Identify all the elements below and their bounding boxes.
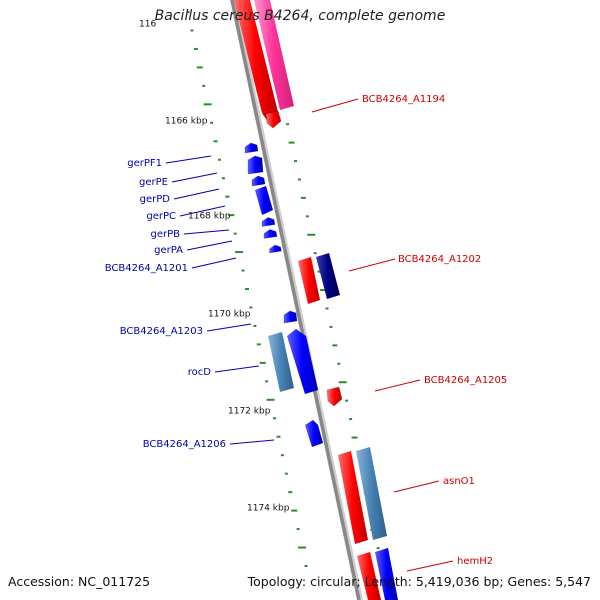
topology-text: Topology: circular; Length: 5,419,036 bp… <box>247 574 591 589</box>
gene-red-asno1 <box>338 451 368 544</box>
gene-red-a1202 <box>298 257 320 304</box>
gene-gerpd <box>251 175 266 187</box>
leader-line <box>165 155 212 164</box>
gene-gerpa <box>263 229 278 239</box>
gene-label: rocD <box>188 367 212 378</box>
gene-features <box>234 0 398 600</box>
leader-line <box>191 257 237 269</box>
gene-gerpe <box>247 155 264 175</box>
position-ticks: 1166 kbp 1168 kbp 1170 kbp 1172 kbp 1174 kbp… <box>139 20 290 514</box>
position-tick-label: 1166 kbp <box>165 117 208 127</box>
gene-bcb4264-a1201 <box>269 244 282 254</box>
genome-backbone <box>229 0 363 600</box>
gene-label: gerPA <box>154 245 183 256</box>
gene-asno1 <box>356 447 387 540</box>
gene-label: gerPB <box>150 229 180 240</box>
leader-line <box>229 439 275 445</box>
leader-line <box>406 560 454 572</box>
gene-label: BCB4264_A1202 <box>398 254 481 265</box>
gene-label: BCB4264_A1201 <box>105 263 188 274</box>
gene-gerpc <box>255 186 273 215</box>
gene-bcb4264-a1194 <box>234 0 277 113</box>
leader-line <box>393 480 440 493</box>
leader-line <box>173 188 220 200</box>
gene-label: gerPC <box>146 211 176 222</box>
gene-bcb4264-a1205 <box>326 386 343 407</box>
gene-label: BCB4264_A1206 <box>143 439 226 450</box>
gene-labels: gerPF1 gerPE gerPD gerPC gerPB gerPA BCB4264_A… <box>105 94 508 567</box>
position-tick-label: 1168 kbp <box>188 212 231 222</box>
leader-line <box>179 205 226 217</box>
accession-text: Accession: NC_011725 <box>8 574 151 589</box>
gene-label: hemH2 <box>457 556 493 567</box>
gene-hemh2 <box>357 552 381 600</box>
leader-line <box>311 98 359 113</box>
label-leaders <box>165 98 454 572</box>
position-tick-label: 1170 kbp <box>208 310 251 320</box>
gene-bcb4264-a1202 <box>316 253 340 299</box>
leader-line <box>186 240 233 251</box>
leader-line <box>374 379 421 392</box>
gene-red-small-arrow <box>265 110 282 129</box>
gene-label: gerPE <box>139 177 168 188</box>
gene-gerpf1 <box>244 142 259 154</box>
gene-blue-hemh2 <box>375 548 398 600</box>
gene-rocd <box>287 329 318 394</box>
position-tick-label: 116 <box>139 20 156 30</box>
leader-line <box>171 172 218 183</box>
position-tick-label: 1174 kbp <box>247 504 290 514</box>
gene-steel-rocd <box>268 332 294 392</box>
backbone-line <box>230 0 361 600</box>
gene-label: BCB4264_A1205 <box>424 375 507 386</box>
gene-gerpb <box>261 217 276 227</box>
leader-line <box>348 258 396 272</box>
gene-label: gerPD <box>140 194 171 205</box>
gene-pink-upper <box>254 0 294 110</box>
gene-label: BCB4264_A1203 <box>120 326 203 337</box>
genome-title: Bacillus cereus B4264, complete genome <box>154 8 446 24</box>
leader-line <box>183 229 230 235</box>
leader-line <box>214 365 260 373</box>
gene-label: asnO1 <box>443 476 475 487</box>
gene-label: gerPF1 <box>127 158 162 169</box>
leader-line <box>206 323 252 332</box>
gene-label: BCB4264_A1194 <box>362 94 445 105</box>
gene-bcb4264-a1206 <box>305 420 323 447</box>
gene-bcb4264-a1203 <box>283 310 298 324</box>
position-tick-label: 1172 kbp <box>228 407 271 417</box>
